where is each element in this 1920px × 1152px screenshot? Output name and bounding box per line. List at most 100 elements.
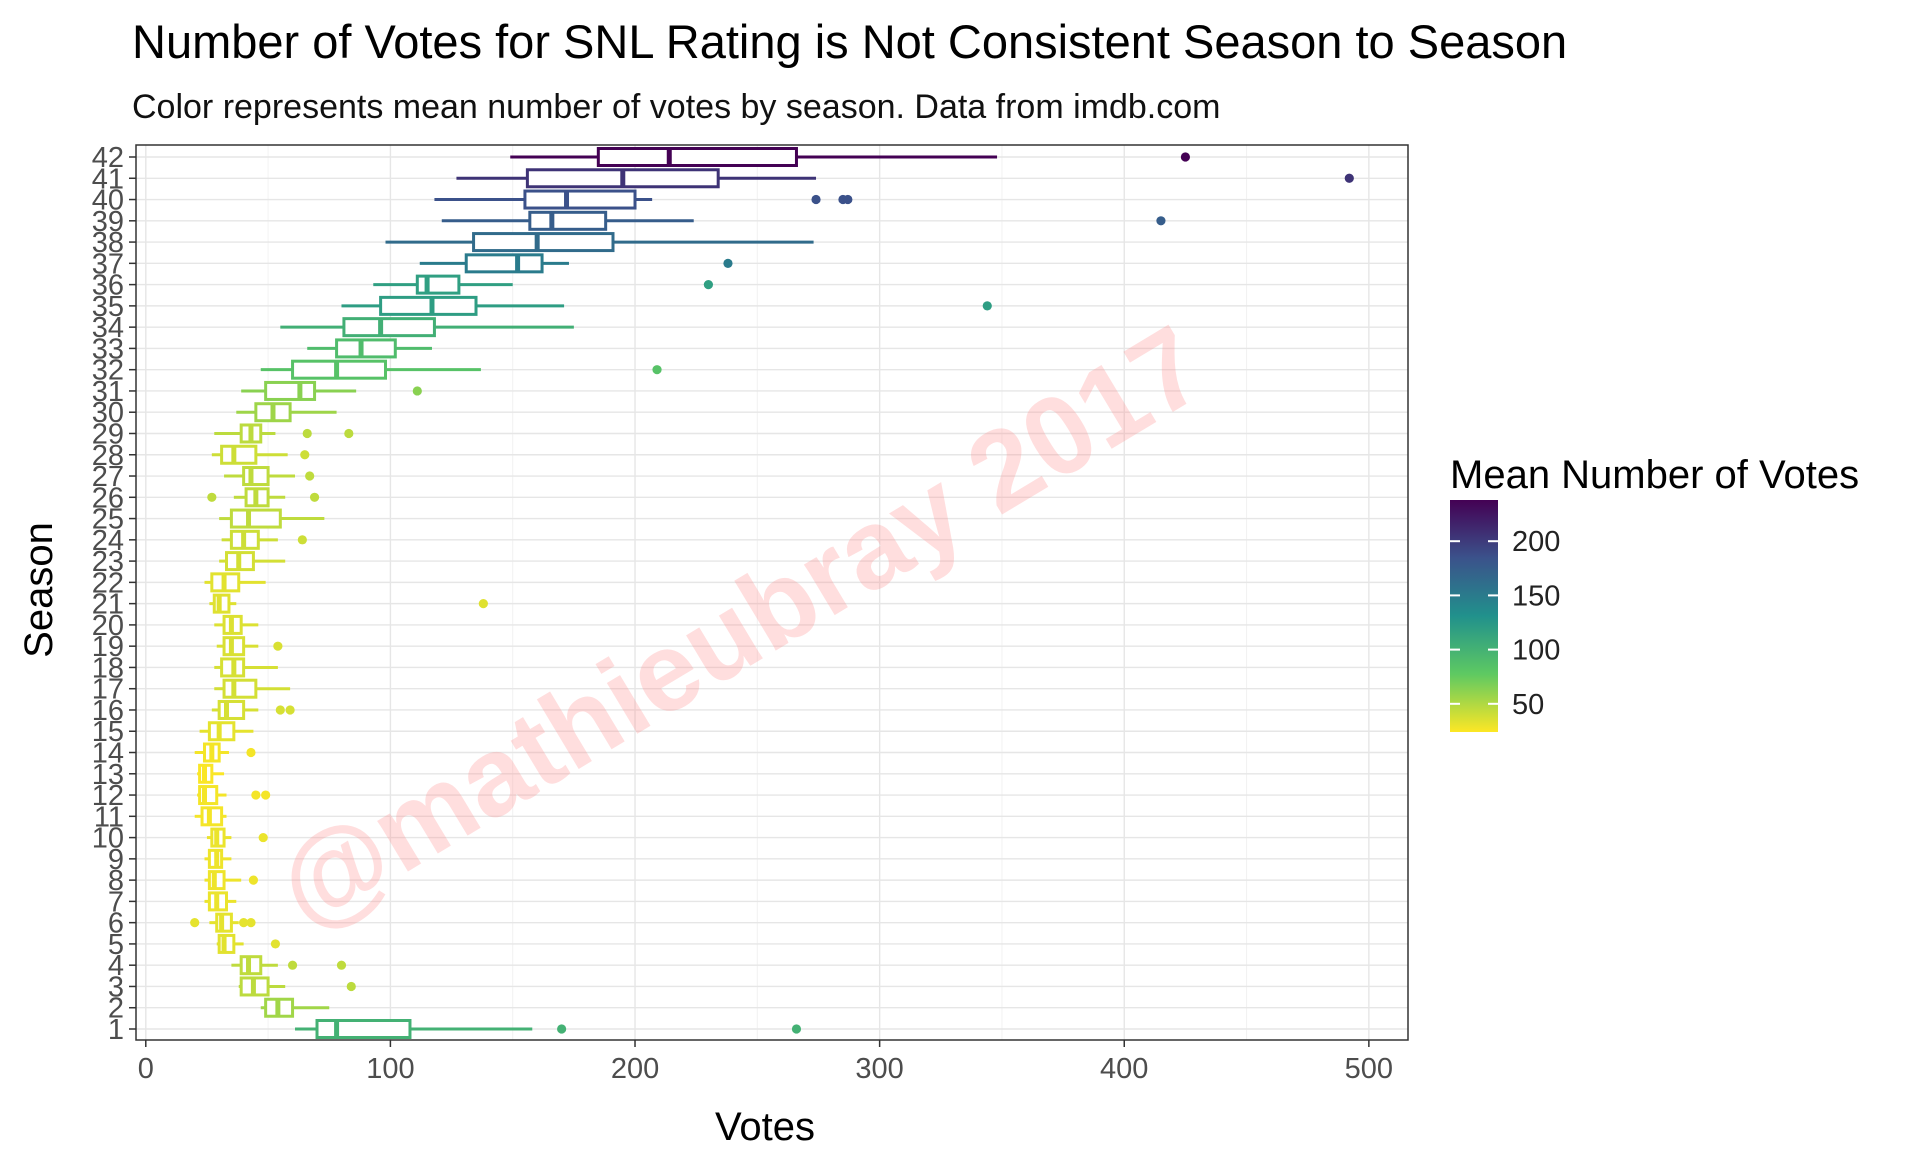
box-season-26: [207, 487, 320, 508]
box-season-16: [211, 699, 295, 720]
x-tick-label: 300: [855, 1053, 903, 1085]
y-tick-label: 36: [92, 270, 124, 302]
outlier-point: [412, 386, 422, 396]
box-season-35: [341, 295, 992, 316]
y-tick-label: 28: [92, 440, 124, 472]
y-tick-label: 39: [92, 206, 124, 238]
x-tick-label: 100: [366, 1053, 414, 1085]
box: [523, 189, 637, 210]
y-tick-label: 38: [92, 227, 124, 259]
outlier-point: [207, 492, 217, 502]
x-tick-label: 500: [1345, 1053, 1393, 1085]
outlier-point: [258, 832, 268, 843]
y-tick-label: 15: [92, 716, 124, 748]
box: [242, 466, 270, 487]
boxplot-layer: [190, 147, 1354, 1039]
legend-tick-label: 150: [1512, 580, 1560, 612]
y-axis-title: Season: [17, 522, 61, 658]
y-tick-label: 34: [92, 312, 124, 344]
y-tick-label: 29: [92, 418, 124, 450]
outlier-point: [1156, 216, 1166, 226]
x-axis: 0 100 200 300 400 500: [138, 1040, 1393, 1085]
outlier-point: [285, 705, 295, 715]
outlier-point: [557, 1024, 567, 1034]
outlier-point: [297, 535, 307, 545]
y-tick-label: 2: [108, 993, 124, 1025]
box-season-33: [307, 338, 432, 359]
y-tick-label: 8: [108, 865, 124, 897]
box: [229, 508, 282, 529]
y-tick-label: 10: [92, 823, 124, 855]
box-season-19: [216, 636, 283, 657]
x-tick-label: 400: [1100, 1053, 1148, 1085]
box-season-7: [204, 891, 237, 912]
y-tick-label: 26: [92, 482, 124, 514]
box-season-5: [216, 933, 281, 954]
outlier-point: [275, 705, 285, 715]
box: [464, 253, 544, 274]
outlier-point: [982, 301, 992, 311]
outlier-point: [248, 875, 259, 885]
box-season-42: [510, 147, 1190, 167]
box-season-23: [219, 551, 286, 572]
y-tick-label: 33: [92, 333, 124, 365]
outlier-point: [246, 918, 256, 928]
outlier-point: [843, 194, 853, 205]
box-season-2: [260, 997, 330, 1018]
outlier-point: [261, 790, 271, 800]
box-season-30: [236, 402, 337, 423]
outlier-point: [309, 492, 320, 502]
box-season-1: [295, 1019, 802, 1039]
box-season-17: [214, 678, 291, 699]
box-season-24: [221, 529, 307, 550]
legend-colorbar: [1450, 500, 1498, 732]
y-tick-label: 40: [92, 185, 124, 217]
outlier-point: [239, 918, 249, 928]
box: [217, 699, 246, 720]
outlier-point: [336, 960, 347, 970]
box-season-8: [204, 870, 259, 891]
legend-title: Mean Number of Votes: [1450, 453, 1859, 497]
chart-title: Number of Votes for SNL Rating is Not Co…: [132, 15, 1567, 68]
outlier-point: [251, 790, 261, 800]
y-tick-label: 14: [92, 738, 124, 770]
legend-tick-label: 100: [1512, 635, 1560, 667]
box-season-15: [199, 721, 254, 742]
x-axis-title: Votes: [715, 1105, 815, 1149]
box: [264, 380, 317, 401]
y-tick-label: 42: [92, 142, 124, 174]
outlier-point: [723, 258, 733, 268]
box-season-27: [224, 466, 315, 487]
box-season-40: [434, 189, 853, 210]
box-season-37: [419, 253, 733, 274]
legend-tick-label: 50: [1512, 689, 1544, 721]
box: [415, 274, 461, 295]
y-tick-label: 32: [92, 355, 124, 387]
outlier-point: [246, 747, 256, 758]
box-season-22: [204, 572, 266, 593]
y-tick-label: 23: [92, 546, 124, 578]
y-tick-label: 11: [94, 801, 124, 833]
box-season-31: [241, 380, 422, 401]
outlier-point: [305, 471, 315, 481]
y-tick-label: 35: [92, 291, 124, 323]
y-tick-label: 7: [108, 886, 124, 918]
box-season-4: [231, 955, 347, 976]
x-tick-label: 0: [138, 1053, 154, 1085]
outlier-point: [346, 981, 356, 992]
box-season-28: [211, 444, 310, 465]
y-tick-label: 6: [108, 908, 124, 940]
box-season-20: [214, 614, 259, 635]
box-season-36: [373, 274, 714, 295]
y-tick-label: 25: [92, 504, 124, 536]
box: [222, 678, 258, 699]
y-tick-label: 20: [92, 610, 124, 642]
box: [379, 295, 478, 316]
outlier-point: [190, 918, 200, 928]
y-tick-label: 12: [92, 780, 124, 812]
box-season-12: [197, 785, 271, 806]
y-tick-label: 16: [92, 695, 124, 727]
box-season-38: [385, 232, 814, 253]
